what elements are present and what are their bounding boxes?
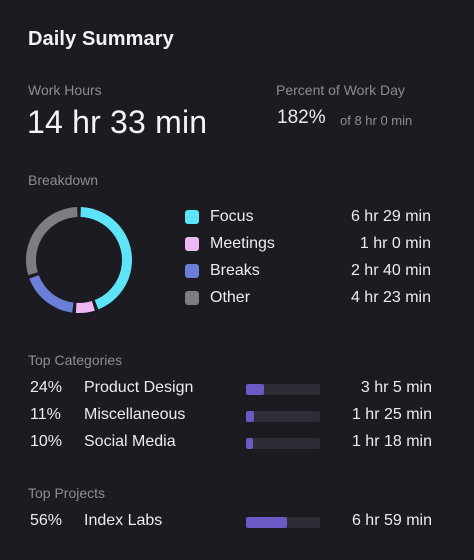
category-percent: 11% — [30, 406, 61, 423]
category-name: Miscellaneous — [84, 406, 186, 423]
project-bar-fill — [246, 517, 288, 528]
breaks-swatch — [185, 264, 199, 278]
legend-value: 4 hr 23 min — [350, 289, 431, 306]
donut-segment-meetings — [75, 301, 95, 313]
category-row-social-media[interactable]: 10% Social Media 1 hr 18 min — [28, 431, 436, 455]
percent-of-work-day-sub: of 8 hr 0 min — [340, 113, 413, 128]
project-row-index-labs[interactable]: 56% Index Labs 6 hr 59 min — [28, 510, 436, 534]
other-swatch — [185, 291, 199, 305]
donut-segment-other — [26, 207, 78, 276]
legend-item-meetings: Meetings 1 hr 0 min — [185, 233, 435, 260]
project-name: Index Labs — [84, 512, 163, 529]
category-bar-fill — [246, 438, 254, 449]
legend-name: Breaks — [210, 262, 260, 279]
category-bar-track — [246, 384, 320, 395]
breakdown-label: Breakdown — [28, 172, 99, 188]
work-hours-value: 14 hr 33 min — [27, 104, 208, 140]
work-hours-label: Work Hours — [28, 82, 102, 98]
category-row-miscellaneous[interactable]: 11% Miscellaneous 1 hr 25 min — [28, 404, 436, 428]
breakdown-legend: Focus 6 hr 29 min Meetings 1 hr 0 min Br… — [185, 206, 435, 314]
legend-item-other: Other 4 hr 23 min — [185, 287, 435, 314]
legend-value: 2 hr 40 min — [350, 262, 431, 279]
legend-value: 1 hr 0 min — [359, 235, 431, 252]
legend-name: Focus — [210, 208, 254, 225]
category-bar-fill — [246, 411, 255, 422]
category-time: 1 hr 25 min — [351, 406, 432, 423]
percent-of-work-day-value: 182% — [277, 107, 326, 128]
percent-of-work-day-label: Percent of Work Day — [276, 82, 405, 98]
category-percent: 10% — [30, 433, 63, 450]
project-bar-track — [246, 517, 320, 528]
category-bar-track — [246, 411, 320, 422]
project-time: 6 hr 59 min — [351, 512, 432, 529]
top-projects-label: Top Projects — [28, 485, 106, 501]
donut-segment-breaks — [29, 275, 74, 313]
project-percent: 56% — [30, 512, 63, 529]
category-time: 3 hr 5 min — [360, 379, 432, 396]
card-title: Daily Summary — [28, 28, 174, 50]
breakdown-donut-chart — [26, 207, 132, 313]
donut-segment-focus — [80, 207, 132, 310]
category-time: 1 hr 18 min — [351, 433, 432, 450]
focus-swatch — [185, 210, 199, 224]
category-name: Social Media — [84, 433, 176, 450]
legend-name: Other — [210, 289, 251, 306]
meetings-swatch — [185, 237, 199, 251]
top-categories-label: Top Categories — [28, 352, 123, 368]
category-name: Product Design — [84, 379, 194, 396]
category-bar-fill — [246, 384, 264, 395]
legend-value: 6 hr 29 min — [350, 208, 431, 225]
category-row-product-design[interactable]: 24% Product Design 3 hr 5 min — [28, 377, 436, 401]
legend-item-breaks: Breaks 2 hr 40 min — [185, 260, 435, 287]
category-percent: 24% — [30, 379, 63, 396]
legend-item-focus: Focus 6 hr 29 min — [185, 206, 435, 233]
category-bar-track — [246, 438, 320, 449]
legend-name: Meetings — [210, 235, 275, 252]
